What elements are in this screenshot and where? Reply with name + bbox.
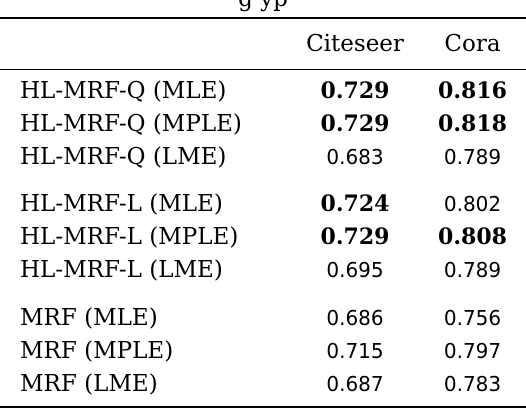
cora-value: 0.808	[438, 224, 507, 250]
row-label: HL-MRF-L (LME)	[20, 257, 223, 283]
bottom-rule	[0, 406, 526, 408]
citeseer-value: 0.715	[326, 339, 384, 363]
cora-value: 0.802	[443, 192, 502, 216]
cora-value: 0.789	[443, 145, 502, 169]
cora-value: 0.789	[443, 258, 502, 282]
citeseer-value: 0.686	[326, 306, 384, 330]
row-label: MRF (MLE)	[20, 305, 158, 331]
cora-value: 0.797	[443, 339, 502, 363]
row-label: MRF (MPLE)	[20, 338, 174, 364]
table-caption-fragment: g yp	[0, 0, 526, 12]
row-label: HL-MRF-Q (MPLE)	[20, 111, 242, 137]
cora-value: 0.816	[438, 78, 507, 104]
column-header-citeseer: Citeseer	[306, 31, 404, 57]
cora-value: 0.756	[443, 306, 502, 330]
cora-value: 0.818	[438, 111, 507, 137]
citeseer-value: 0.683	[326, 145, 384, 169]
row-label: HL-MRF-Q (MLE)	[20, 78, 227, 104]
row-label: HL-MRF-Q (LME)	[20, 144, 227, 170]
citeseer-value: 0.729	[320, 111, 390, 137]
citeseer-value: 0.724	[320, 191, 390, 217]
citeseer-value: 0.729	[320, 224, 390, 250]
citeseer-value: 0.695	[326, 258, 384, 282]
row-label: HL-MRF-L (MLE)	[20, 191, 223, 217]
row-label: HL-MRF-L (MPLE)	[20, 224, 239, 250]
citeseer-value: 0.687	[326, 372, 384, 396]
column-header-cora: Cora	[444, 31, 501, 57]
top-rule	[0, 17, 526, 19]
citeseer-value: 0.729	[320, 78, 390, 104]
header-rule	[0, 69, 526, 70]
row-label: MRF (LME)	[20, 371, 158, 397]
cora-value: 0.783	[443, 372, 502, 396]
